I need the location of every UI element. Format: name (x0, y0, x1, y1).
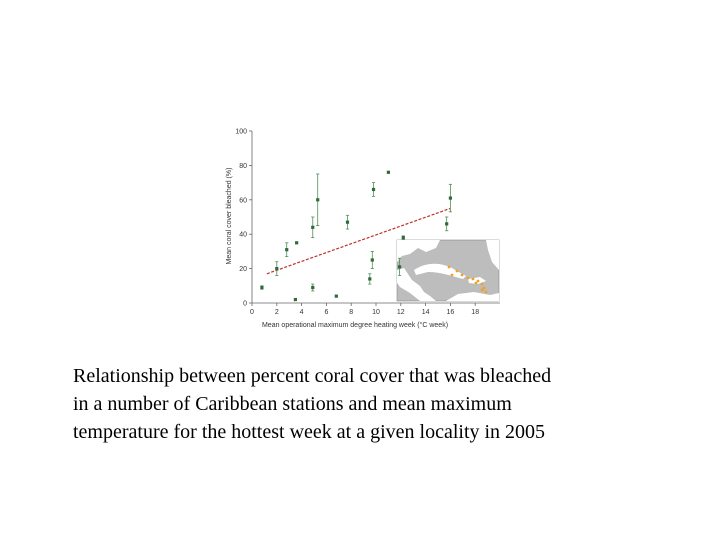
map-station-dot (460, 273, 464, 277)
map-station-dot (480, 288, 484, 292)
y-ticks: 0 20 40 60 80 100 (235, 129, 252, 308)
caption-line-3: temperature for the hottest week at a gi… (73, 421, 546, 443)
map-land-east (486, 240, 499, 270)
data-points (260, 170, 452, 302)
x-tick-label: 8 (349, 309, 353, 316)
data-point (260, 285, 264, 290)
map-station-dot (474, 281, 478, 285)
x-tick-label: 18 (471, 309, 479, 316)
x-axis-title: Mean operational maximum degree heating … (262, 321, 448, 329)
map-station-dot (471, 277, 475, 281)
trend-line (266, 207, 451, 275)
y-axis-title: Mean coral cover bleached (%) (226, 168, 233, 265)
map-station-dot (466, 276, 470, 280)
data-point (316, 198, 320, 202)
trend-line-group (266, 207, 451, 275)
data-point (275, 267, 279, 271)
data-point (371, 187, 376, 192)
map-stations (447, 265, 488, 294)
map-land-south-america (446, 292, 499, 301)
data-point (295, 241, 299, 245)
y-tick-label: 20 (239, 266, 247, 273)
data-point (311, 285, 315, 290)
x-tick-label: 2 (275, 309, 279, 316)
map-station-dot (482, 286, 486, 290)
map-land-central-america (397, 268, 436, 301)
data-point (311, 225, 315, 229)
x-tick-label: 12 (397, 309, 405, 316)
map-station-dot (476, 279, 480, 283)
data-point (368, 277, 372, 281)
map-land-north-america (397, 240, 440, 262)
figure-caption: Relationship between percent coral cover… (73, 362, 673, 446)
caribbean-inset-map (396, 239, 500, 302)
map-station-dot (455, 269, 459, 273)
y-tick-label: 80 (239, 163, 247, 170)
x-ticks: 0 2 4 6 8 10 12 14 16 18 (250, 303, 479, 316)
map-station-dot (450, 273, 454, 277)
data-point (285, 248, 289, 252)
data-point (334, 294, 338, 298)
x-tick-label: 14 (422, 309, 430, 316)
caption-line-2: in a number of Caribbean stations and me… (73, 393, 512, 415)
data-point (345, 220, 350, 224)
data-point (386, 170, 390, 174)
y-tick-label: 60 (239, 197, 247, 204)
map-station-dot (484, 290, 488, 294)
data-point (397, 265, 402, 269)
caption-line-1: Relationship between percent coral cover… (73, 365, 552, 387)
data-point (370, 258, 374, 262)
map-station-dot (480, 282, 484, 286)
x-tick-label: 0 (250, 309, 254, 316)
y-tick-label: 100 (235, 129, 247, 136)
x-tick-label: 4 (300, 309, 304, 316)
x-tick-label: 6 (324, 309, 328, 316)
x-tick-label: 16 (447, 309, 455, 316)
data-point (293, 297, 297, 302)
y-tick-label: 0 (243, 301, 247, 308)
data-point (445, 222, 449, 226)
x-tick-label: 10 (372, 309, 380, 316)
map-station-dot (447, 265, 451, 269)
data-point (448, 196, 452, 200)
y-tick-label: 40 (239, 232, 247, 239)
data-point (401, 236, 405, 240)
